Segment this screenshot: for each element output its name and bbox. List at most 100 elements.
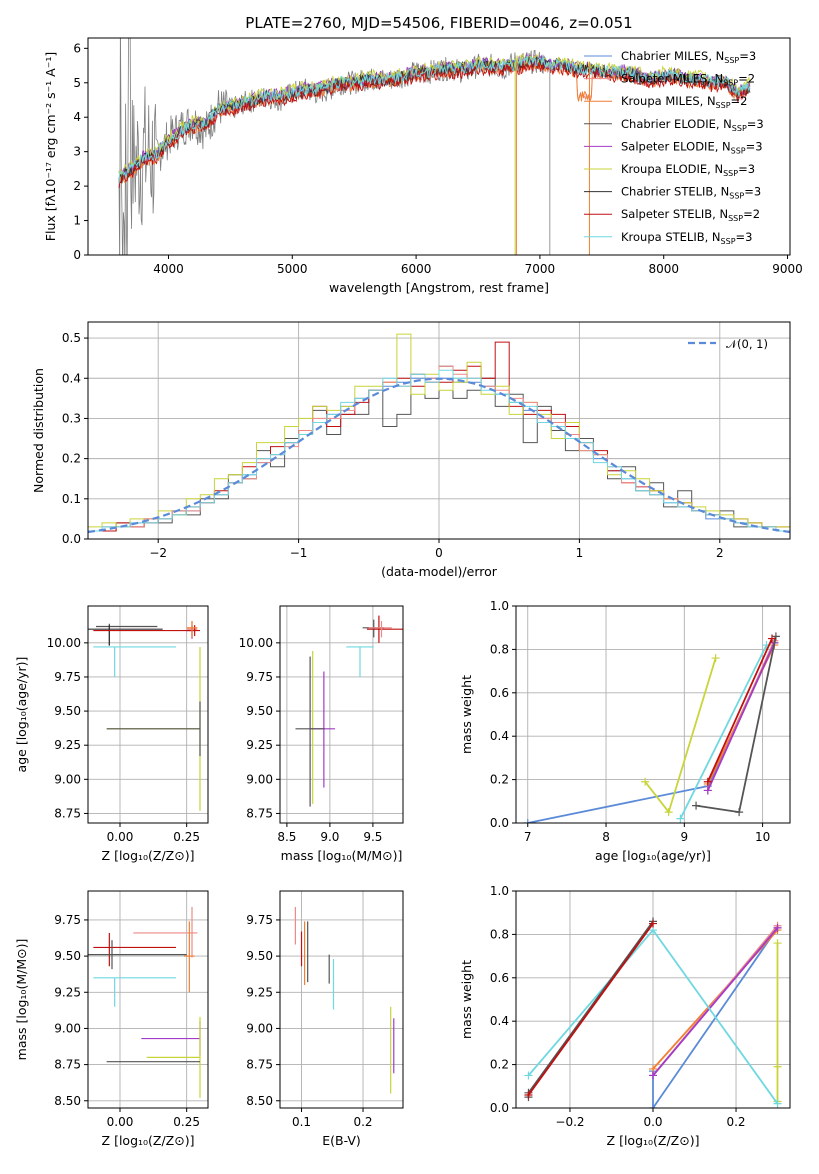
axes-frame	[87, 321, 791, 540]
weight-line	[652, 927, 779, 1077]
y-tick-label: 9.00	[246, 772, 273, 786]
weight-marker	[524, 1071, 533, 1080]
y-tick-label: 9.50	[246, 949, 273, 963]
y-tick-label: 0.2	[490, 773, 509, 787]
x-tick-label: 8000	[648, 262, 679, 276]
y-tick-label: 0.0	[490, 1101, 509, 1115]
plot-area	[88, 621, 201, 811]
y-tick-label: 9.25	[54, 738, 81, 752]
grid-lines	[280, 891, 403, 1108]
weight-line	[706, 638, 773, 783]
x-tick-label: 9	[680, 830, 688, 844]
y-axis-label: Normed distribution	[31, 368, 46, 493]
y-tick-label: 0.4	[490, 729, 509, 743]
y-tick-label: 0.6	[490, 971, 509, 985]
y-tick-label: 0.0	[62, 532, 81, 546]
x-tick-label: 0	[435, 546, 443, 560]
y-tick-label: 8.75	[54, 1058, 81, 1072]
x-tick-label: 9000	[772, 262, 803, 276]
x-tick-label: 0.1	[292, 1115, 311, 1129]
weight-line	[527, 922, 654, 1096]
x-axis-label: age [log₁₀(age/yr)]	[595, 848, 711, 863]
y-tick-label: 9.50	[246, 704, 273, 718]
weight-line	[679, 644, 768, 820]
weight-marker	[773, 939, 782, 948]
legend-label: Salpeter ELODIE, NSSP=3	[621, 139, 763, 155]
y-tick-label: 0.6	[490, 686, 509, 700]
legend-label: Chabrier MILES, NSSP=3	[621, 49, 756, 65]
y-tick-label: 0.0	[490, 816, 509, 830]
weight-marker	[524, 1090, 533, 1099]
plot-area	[295, 615, 403, 807]
y-tick-label: 1	[73, 214, 81, 228]
x-tick-label: 7	[524, 830, 532, 844]
x-tick-label: −0.2	[555, 1115, 584, 1129]
panel-residuals: −2 −1 0 1 2 0.0 0.1 0.2 0.3 0.4 0.5 (data-model)/er…	[31, 321, 791, 579]
axes-frame	[87, 890, 209, 1109]
axes-frame	[87, 37, 791, 256]
x-axis-label: Z [log₁₀(Z/Z⊙)]	[102, 848, 195, 863]
y-axis-label: Flux [fλ10⁻¹⁷ erg cm⁻² s⁻¹ A⁻¹]	[43, 52, 58, 241]
legend-label: Salpeter MILES, NSSP=2	[621, 72, 755, 88]
axes-frame	[515, 890, 791, 1109]
weight-marker	[676, 814, 685, 823]
legend-label: Kroupa ELODIE, NSSP=3	[621, 162, 755, 178]
axes-frame	[515, 605, 791, 824]
plot-area	[88, 906, 201, 1098]
legend-label: Kroupa MILES, NSSP=2	[621, 94, 747, 110]
weight-marker	[703, 777, 712, 786]
x-axis-label: Z [log₁₀(Z/Z⊙)]	[102, 1133, 195, 1148]
y-tick-label: 9.00	[54, 1021, 81, 1035]
weight-line	[644, 657, 717, 815]
y-tick-label: 4	[73, 110, 81, 124]
weight-marker	[664, 808, 673, 817]
legend-label: Chabrier ELODIE, NSSP=3	[621, 117, 764, 133]
plot-area	[88, 333, 790, 534]
weight-marker	[771, 632, 780, 641]
y-axis-label: mass weight	[459, 675, 474, 754]
y-tick-label: 8.50	[54, 1094, 81, 1108]
y-tick-label: 8.75	[246, 806, 273, 820]
y-tick-label: 9.75	[246, 913, 273, 927]
histogram-step	[88, 369, 790, 532]
plot-area	[294, 906, 395, 1094]
y-axis-label: mass weight	[459, 960, 474, 1039]
y-tick-label: 6	[73, 41, 81, 55]
gaussian-curve	[88, 377, 790, 534]
x-tick-label: 9.5	[363, 830, 382, 844]
axes-frame	[279, 890, 404, 1109]
y-tick-label: 9.50	[54, 704, 81, 718]
y-tick-label: 0.3	[62, 411, 81, 425]
axes-frame	[87, 605, 209, 824]
x-tick-label: 9.0	[320, 830, 339, 844]
y-tick-label: 0.1	[62, 492, 81, 506]
weight-marker	[735, 808, 744, 817]
y-tick-label: 0.8	[490, 927, 509, 941]
x-axis-label: mass [log₁₀(M/M⊙)]	[281, 848, 403, 863]
weight-marker	[523, 819, 532, 823]
panel-ebv-mass: 0.1 0.2 8.50 8.75 9.00 9.25 9.50 9.75 E(B-V)	[246, 890, 404, 1148]
data-spectrum	[118, 38, 547, 255]
legend-label: Salpeter STELIB, NSSP=2	[621, 207, 760, 223]
x-axis-label: wavelength [Angstrom, rest frame]	[329, 280, 549, 295]
x-tick-label: 0.25	[173, 830, 200, 844]
x-tick-label: −2	[149, 546, 167, 560]
y-tick-label: 0.8	[490, 642, 509, 656]
y-tick-label: 5	[73, 76, 81, 90]
x-tick-label: 5000	[277, 262, 308, 276]
y-tick-label: 9.25	[246, 985, 273, 999]
panel-z-age: 0.00 0.25 8.75 9.00 9.25 9.50 9.75 10.00 Z [log₁…	[14, 605, 209, 863]
grid-lines	[88, 891, 208, 1108]
weight-marker	[649, 919, 657, 928]
x-axis-label: Z [log₁₀(Z/Z⊙)]	[607, 1133, 700, 1148]
y-tick-label: 8.50	[246, 1094, 273, 1108]
y-tick-label: 10.00	[239, 636, 273, 650]
y-tick-label: 9.75	[246, 670, 273, 684]
x-tick-label: 0.25	[173, 1115, 200, 1129]
weight-marker	[641, 777, 650, 786]
y-tick-label: 9.00	[54, 772, 81, 786]
weight-line	[706, 642, 776, 791]
x-tick-label: −1	[290, 546, 308, 560]
x-axis-label: E(B-V)	[322, 1133, 361, 1148]
weight-marker	[703, 786, 712, 795]
